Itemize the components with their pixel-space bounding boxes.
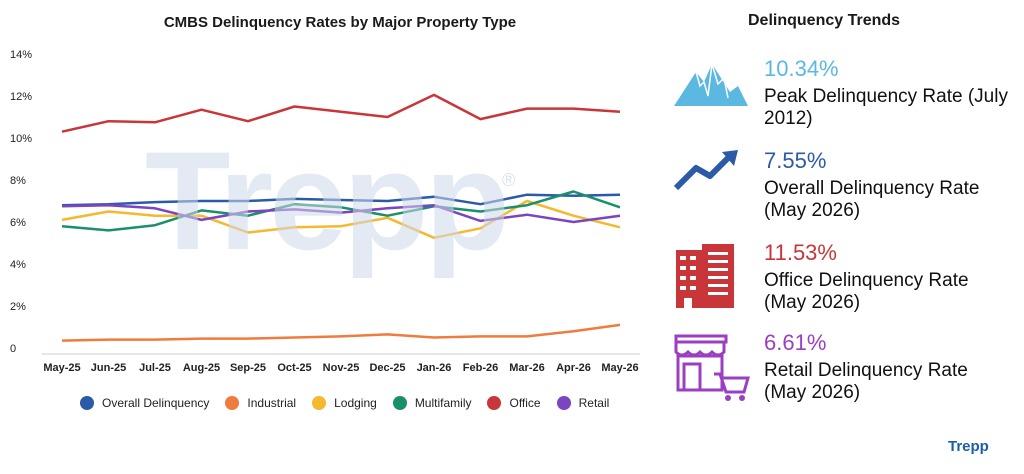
stat-value: 7.55% bbox=[764, 148, 827, 173]
series-line-multifamily bbox=[61, 190, 621, 232]
legend-label: Lodging bbox=[334, 396, 377, 410]
stat-retail: 6.61% Retail Delinquency Rate (May 2026) bbox=[670, 330, 1010, 418]
trends-title: Delinquency Trends bbox=[748, 12, 901, 29]
legend-item-office: Office bbox=[487, 396, 541, 410]
x-tick-label: May-25 bbox=[43, 362, 80, 374]
stat-label: Peak Delinquency Rate (July 2012) bbox=[764, 86, 1008, 129]
y-tick-label: 8% bbox=[10, 175, 26, 187]
y-tick-label: 10% bbox=[10, 133, 32, 145]
office-building-icon bbox=[676, 244, 734, 308]
stat-label: Retail Delinquency Rate (May 2026) bbox=[764, 360, 968, 403]
x-tick-label: Oct-25 bbox=[277, 362, 311, 374]
stat-peak: 10.34% Peak Delinquency Rate (July 2012) bbox=[670, 56, 1010, 144]
x-tick-label: May-26 bbox=[601, 362, 638, 374]
legend-label: Overall Delinquency bbox=[102, 396, 210, 410]
y-tick-label: 4% bbox=[10, 259, 26, 271]
y-tick-label: 12% bbox=[10, 91, 32, 103]
series-line-lodging bbox=[61, 199, 621, 240]
series-line-retail bbox=[61, 203, 621, 224]
chart-title: CMBS Delinquency Rates by Major Property… bbox=[163, 14, 517, 31]
watermark: Trepp bbox=[145, 122, 510, 279]
mountain-icon bbox=[674, 63, 748, 106]
series-line-office bbox=[61, 93, 621, 133]
legend-label: Multifamily bbox=[414, 396, 472, 410]
y-tick-label: 6% bbox=[10, 217, 26, 229]
stat-value: 11.53% bbox=[764, 240, 837, 265]
stat-overall: 7.55% Overall Delinquency Rate (May 2026… bbox=[670, 148, 1010, 236]
x-tick-label: Apr-26 bbox=[556, 362, 591, 374]
legend-dot bbox=[556, 396, 571, 410]
legend-item-overall: Overall Delinquency bbox=[80, 396, 209, 410]
legend-item-industrial: Industrial bbox=[225, 396, 296, 410]
x-tick-label: Sep-25 bbox=[230, 362, 266, 374]
stat-label: Office Delinquency Rate (May 2026) bbox=[764, 270, 969, 313]
legend-item-lodging: Lodging bbox=[312, 396, 377, 410]
series-line-overall-delinquency bbox=[61, 193, 621, 207]
legend-dot bbox=[392, 396, 407, 410]
x-tick-label: Jul-25 bbox=[139, 362, 171, 374]
x-tick-label: Mar-26 bbox=[509, 362, 544, 374]
series-line-industrial bbox=[61, 323, 621, 342]
legend-dot bbox=[487, 396, 502, 410]
legend-label: Retail bbox=[578, 396, 610, 410]
x-tick-label: Feb-26 bbox=[463, 362, 498, 374]
y-tick-label: 0 bbox=[10, 343, 16, 355]
legend-item-multifamily: Multifamily bbox=[392, 396, 472, 410]
legend-item-retail: Retail bbox=[556, 396, 610, 410]
y-tick-label: 2% bbox=[10, 301, 26, 313]
x-tick-label: Nov-25 bbox=[323, 362, 360, 374]
trend-up-icon bbox=[673, 150, 738, 191]
legend-dot bbox=[80, 396, 94, 410]
legend-label: Office bbox=[509, 396, 541, 410]
stat-value: 10.34% bbox=[764, 56, 839, 81]
storefront-icon bbox=[674, 334, 750, 401]
legend-dot bbox=[312, 396, 327, 410]
x-tick-label: Aug-25 bbox=[183, 362, 220, 374]
x-tick-label: Jan-26 bbox=[417, 362, 452, 374]
stat-office: 11.53% Office Delinquency Rate (May 2026… bbox=[670, 240, 1010, 328]
chart-area: 0 2% 4% 6% 8% 10% 12% 14% May-25 Jun-25 Jul-25 Aug-… bbox=[10, 49, 640, 374]
stat-label: Overall Delinquency Rate (May 2026) bbox=[764, 178, 980, 221]
x-tick-label: Dec-25 bbox=[369, 362, 405, 374]
watermark-registered-mark: ® bbox=[502, 170, 516, 190]
legend-label: Industrial bbox=[247, 396, 297, 410]
stat-value: 6.61% bbox=[764, 330, 827, 355]
y-tick-label: 14% bbox=[10, 49, 32, 61]
brand-logo: Trepp bbox=[948, 438, 989, 455]
x-tick-label: Jun-25 bbox=[91, 362, 126, 374]
chart-legend: Overall Delinquency Industrial Lodging M… bbox=[80, 396, 609, 410]
legend-dot bbox=[225, 396, 240, 410]
